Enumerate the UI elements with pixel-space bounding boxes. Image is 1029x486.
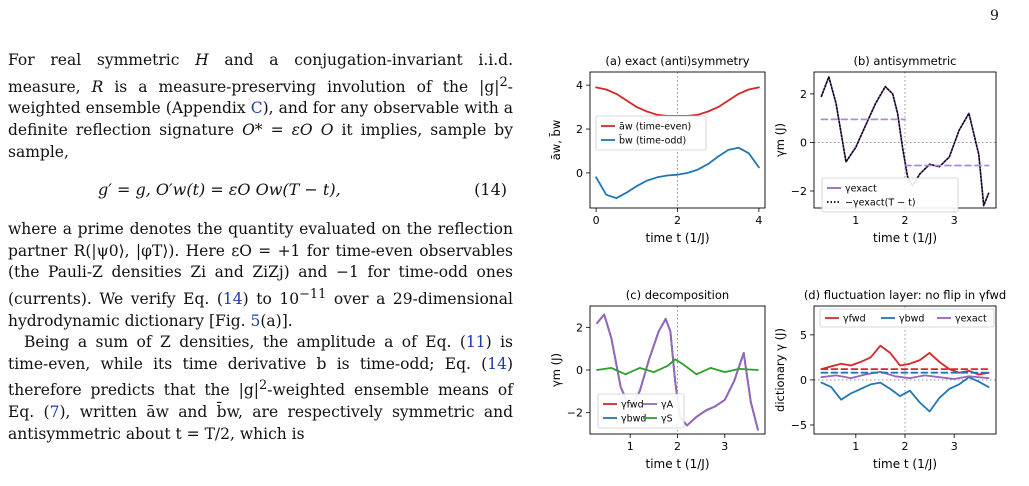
y-tick-label: −2	[567, 407, 583, 420]
panel-a: (a) exact (anti)symmetry 0 2 4 0 2 4 time t (1/…	[549, 54, 766, 245]
y-tick-label: 0	[576, 364, 583, 377]
eq-14-link[interactable]: 14	[222, 290, 243, 309]
paragraph-1: For real symmetric H and a conjugation-i…	[8, 51, 514, 161]
equation-body: g′ = g, O′w(t) = εO Ow(T − t),	[98, 180, 341, 200]
legend-entry: γbwd	[621, 414, 646, 425]
x-tick-label: 1	[852, 214, 859, 227]
panel-title: (b) antisymmetric	[853, 54, 956, 68]
y-tick-label: 2	[576, 321, 583, 334]
y-tick-label: −5	[791, 419, 807, 432]
legend: γfwd γbwd γexact	[819, 308, 995, 328]
x-tick-label: 0	[593, 214, 600, 227]
paragraph-3: Being a sum of Z densities, the amplitud…	[8, 333, 513, 443]
y-tick-label: −2	[791, 185, 807, 198]
x-tick-label: 1	[852, 440, 859, 453]
panel-c: (c) decomposition 1 2 3 −2 0 2 time t (1/J) γm (…	[549, 288, 766, 471]
legend: γexact −γexact(T − t)	[821, 177, 959, 213]
x-tick-label: 2	[674, 440, 681, 453]
panel-title: (a) exact (anti)symmetry	[605, 54, 749, 68]
body-text: For real symmetric H and a conjugation-i…	[8, 50, 513, 445]
x-tick-label: 3	[721, 440, 728, 453]
x-tick-label: 3	[951, 214, 958, 227]
series-line-1	[820, 376, 990, 413]
fig-5-link[interactable]: 5	[250, 311, 261, 330]
y-tick-label: 0	[800, 374, 807, 387]
legend-entry: γbwd	[899, 314, 924, 325]
y-axis-label: γm (J)	[773, 123, 787, 157]
series-line-1	[820, 76, 990, 207]
series-line-2	[820, 370, 990, 380]
eq-11-link[interactable]: 11	[465, 333, 486, 352]
legend-entry: γA	[661, 400, 674, 411]
x-tick-label: 4	[755, 214, 762, 227]
legend-box	[597, 393, 685, 429]
y-axis-label: āw, b̄w	[549, 120, 563, 160]
legend-entry: γexact	[845, 184, 877, 195]
x-axis-label: time t (1/J)	[645, 231, 709, 245]
legend-entry: γS	[661, 414, 673, 425]
legend: āw (time-even) b̄w (time-odd)	[595, 115, 707, 151]
series-line-1	[595, 146, 760, 200]
panel-title: (c) decomposition	[626, 288, 729, 302]
y-tick-label: 2	[576, 123, 583, 136]
y-tick-label: 5	[800, 329, 807, 342]
legend-entry: āw (time-even)	[619, 122, 691, 133]
y-tick-label: 2	[800, 88, 807, 101]
legend-entry: γfwd	[843, 314, 866, 325]
series-line-0	[595, 86, 760, 117]
x-tick-label: 2	[902, 214, 909, 227]
legend-entry: b̄w (time-odd)	[619, 135, 687, 147]
panel-d: (d) fluctuation layer: no flip in γfwd 1 2…	[773, 288, 1006, 471]
equation-14: g′ = g, O′w(t) = εO Ow(T − t), (14)	[8, 169, 513, 213]
y-tick-label: 4	[576, 79, 583, 92]
appendix-link[interactable]: C	[250, 99, 263, 118]
y-tick-label: 0	[576, 167, 583, 180]
y-tick-label: 0	[800, 136, 807, 149]
eq-14-link-2[interactable]: 14	[487, 354, 507, 373]
panel-b: (b) antisymmetric 1 2 3 −2 0 2 time t (1/J) γm (…	[773, 54, 997, 245]
panel-title: (d) fluctuation layer: no flip in γfwd	[804, 288, 1006, 302]
x-tick-label: 3	[951, 440, 958, 453]
legend-entry: γexact	[955, 314, 987, 325]
legend-entry: γfwd	[621, 400, 644, 411]
equation-number: (14)	[474, 180, 507, 200]
legend-box	[819, 308, 995, 328]
y-axis-label: dictionary γ (J)	[773, 328, 787, 412]
legend-entry: −γexact(T − t)	[845, 198, 916, 209]
page-number: 9	[990, 8, 999, 24]
legend-box	[821, 177, 959, 213]
eq-7-link[interactable]: 7	[49, 403, 60, 422]
x-axis-label: time t (1/J)	[873, 457, 937, 471]
legend-box	[595, 115, 707, 151]
x-axis-label: time t (1/J)	[873, 231, 937, 245]
x-tick-label: 2	[902, 440, 909, 453]
legend: γfwd γbwd γA γS	[597, 393, 685, 429]
x-axis-label: time t (1/J)	[645, 457, 709, 471]
paragraph-2: where a prime denotes the quantity evalu…	[8, 220, 513, 330]
y-axis-label: γm (J)	[549, 353, 563, 387]
x-tick-label: 1	[627, 440, 634, 453]
x-tick-label: 2	[674, 214, 681, 227]
series-line-3	[596, 358, 759, 376]
